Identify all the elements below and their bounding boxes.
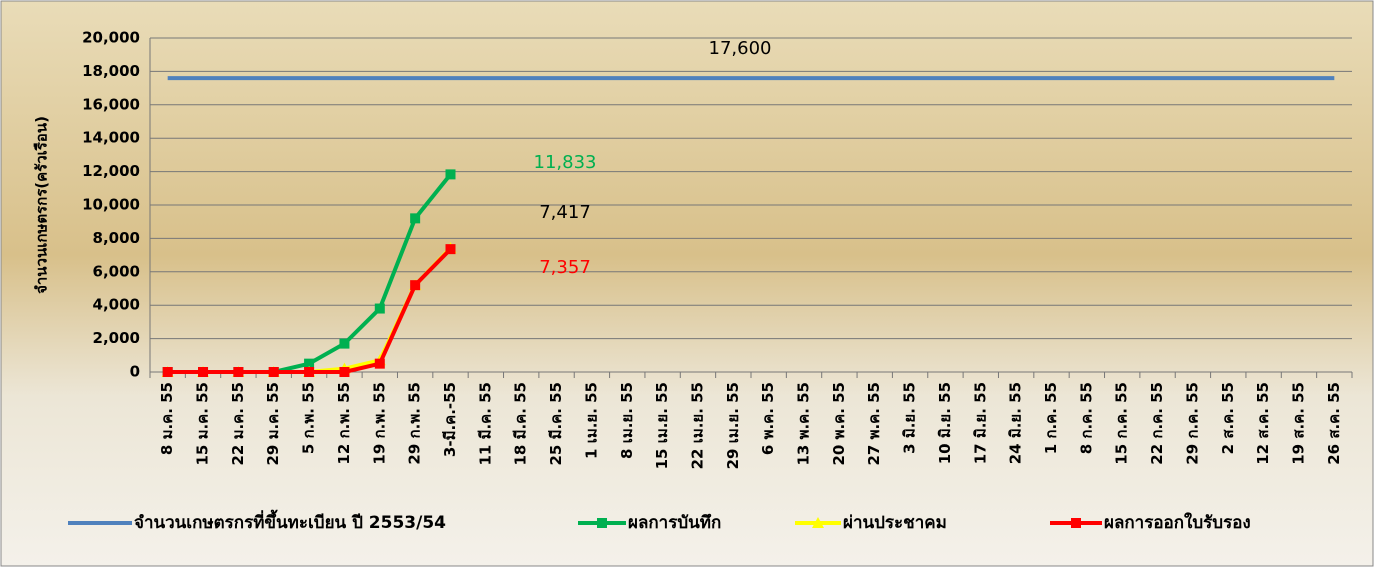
x-tick-label: 29 ม.ค. 55 bbox=[264, 382, 282, 466]
marker bbox=[268, 367, 279, 377]
marker bbox=[410, 280, 421, 291]
x-tick-label: 29 เม.ย. 55 bbox=[724, 382, 742, 469]
legend-label: ผ่านประชาคม bbox=[843, 513, 947, 533]
x-tick-label: 10 มิ.ย. 55 bbox=[936, 382, 954, 464]
marker bbox=[339, 338, 350, 349]
legend-marker bbox=[1071, 518, 1081, 528]
x-tick-label: 24 มิ.ย. 55 bbox=[1007, 382, 1025, 464]
x-tick-label: 15 ก.ค. 55 bbox=[1113, 382, 1131, 465]
annotation: 11,833 bbox=[534, 152, 597, 173]
x-tick-label: 3 มิ.ย. 55 bbox=[901, 382, 919, 454]
y-tick-label: 20,000 bbox=[82, 29, 140, 47]
x-tick-label: 2 ส.ค. 55 bbox=[1219, 382, 1237, 454]
x-tick-label: 8 ม.ค. 55 bbox=[158, 382, 176, 455]
marker bbox=[304, 367, 315, 377]
x-tick-label: 19 ก.พ. 55 bbox=[370, 382, 388, 465]
x-tick-label: 15 เม.ย. 55 bbox=[653, 382, 671, 469]
y-tick-label: 18,000 bbox=[82, 62, 140, 80]
marker bbox=[304, 358, 315, 369]
legend-marker bbox=[812, 517, 824, 528]
marker bbox=[198, 367, 209, 377]
x-tick-label: 8 ก.ค. 55 bbox=[1077, 382, 1095, 454]
y-tick-label: 0 bbox=[130, 363, 140, 381]
marker bbox=[233, 367, 244, 377]
annotation: 7,357 bbox=[539, 257, 591, 278]
y-axis-label: จำนวนเกษตรกร(ครัวเรือน) bbox=[33, 116, 51, 294]
marker bbox=[410, 213, 421, 224]
annotation: 7,417 bbox=[539, 202, 591, 223]
legend-label: จำนวนเกษตรกรที่ขึ้นทะเบียน ปี 2553/54 bbox=[134, 509, 446, 533]
y-tick-label: 2,000 bbox=[93, 329, 140, 347]
legend-marker bbox=[597, 518, 607, 528]
x-tick-label: 22 ก.ค. 55 bbox=[1148, 382, 1166, 465]
marker bbox=[445, 244, 456, 255]
x-tick-label: 17 มิ.ย. 55 bbox=[971, 382, 989, 464]
x-tick-label: 19 ส.ค. 55 bbox=[1289, 382, 1307, 465]
x-tick-label: 6 พ.ค. 55 bbox=[759, 382, 777, 455]
x-tick-label: 13 พ.ค. 55 bbox=[795, 382, 813, 466]
marker bbox=[162, 367, 173, 377]
marker bbox=[339, 367, 350, 377]
x-tick-label: 12 ก.พ. 55 bbox=[335, 382, 353, 465]
y-tick-label: 14,000 bbox=[82, 129, 140, 147]
legend-label: ผลการออกใบรับรอง bbox=[1104, 512, 1251, 533]
x-tick-label: 29 ก.ค. 55 bbox=[1183, 382, 1201, 465]
y-tick-label: 16,000 bbox=[82, 95, 140, 113]
marker bbox=[445, 169, 456, 180]
x-tick-label: 22 ม.ค. 55 bbox=[229, 382, 247, 466]
x-tick-label: 18 มี.ค. 55 bbox=[512, 382, 530, 466]
y-tick-label: 6,000 bbox=[93, 262, 140, 280]
x-tick-label: 8 เม.ย. 55 bbox=[618, 382, 636, 459]
x-tick-label: 1 ก.ค. 55 bbox=[1042, 382, 1060, 454]
x-tick-label: 5 ก.พ. 55 bbox=[300, 382, 318, 454]
x-tick-label: 26 ส.ค. 55 bbox=[1325, 382, 1343, 465]
x-tick-label: 11 มี.ค. 55 bbox=[476, 382, 494, 466]
x-tick-label: 12 ส.ค. 55 bbox=[1254, 382, 1272, 465]
x-tick-label: 3-มี.ค.-55 bbox=[441, 382, 459, 457]
y-tick-label: 10,000 bbox=[82, 196, 140, 214]
x-tick-label: 1 เม.ย. 55 bbox=[582, 382, 600, 459]
annotation: 17,600 bbox=[709, 38, 772, 59]
x-tick-label: 15 ม.ค. 55 bbox=[194, 382, 212, 466]
legend-label: ผลการบันทึก bbox=[628, 513, 721, 533]
x-tick-label: 22 เม.ย. 55 bbox=[688, 382, 706, 469]
y-tick-label: 8,000 bbox=[93, 229, 140, 247]
marker bbox=[374, 358, 385, 369]
marker bbox=[374, 303, 385, 314]
x-tick-label: 29 ก.พ. 55 bbox=[406, 382, 424, 465]
x-tick-label: 20 พ.ค. 55 bbox=[830, 382, 848, 466]
y-tick-label: 4,000 bbox=[93, 296, 140, 314]
y-tick-label: 12,000 bbox=[82, 162, 140, 180]
x-tick-label: 27 พ.ค. 55 bbox=[865, 382, 883, 466]
x-tick-label: 25 มี.ค. 55 bbox=[547, 382, 565, 466]
